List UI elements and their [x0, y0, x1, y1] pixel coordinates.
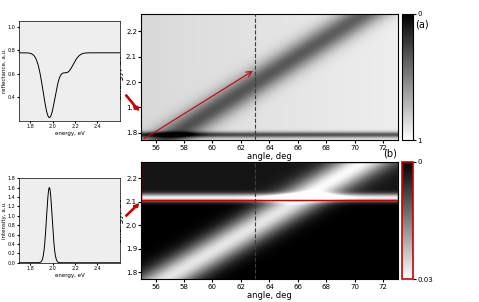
- X-axis label: energy, eV: energy, eV: [55, 131, 84, 136]
- X-axis label: energy, eV: energy, eV: [55, 273, 84, 278]
- Y-axis label: energy, eV: energy, eV: [115, 54, 125, 100]
- Text: (b): (b): [383, 149, 397, 159]
- X-axis label: angle, deg: angle, deg: [247, 291, 292, 300]
- Y-axis label: intensity, a.u.: intensity, a.u.: [1, 202, 7, 239]
- X-axis label: angle, deg: angle, deg: [247, 152, 292, 161]
- Text: (a): (a): [415, 20, 429, 30]
- Bar: [141, 162, 398, 201]
- Y-axis label: energy, eV: energy, eV: [115, 198, 125, 243]
- Y-axis label: reflectance, a.u.: reflectance, a.u.: [1, 49, 7, 93]
